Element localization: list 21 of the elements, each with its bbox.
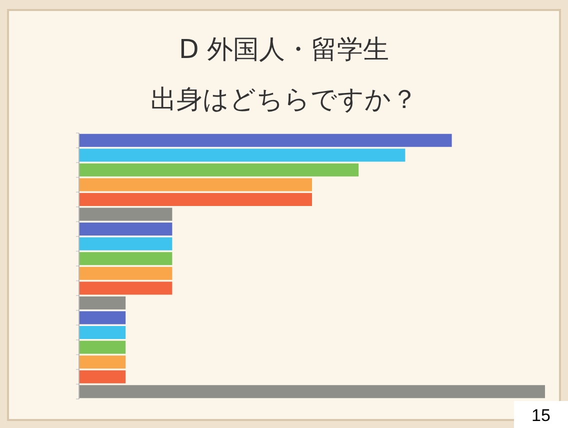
bar [79, 163, 359, 176]
bar [79, 237, 172, 250]
bar [79, 252, 172, 266]
bar [79, 296, 126, 310]
text: 15 [532, 406, 550, 425]
chart-subtitle: 出身はどちらですか？ [150, 85, 418, 115]
bar [79, 208, 172, 221]
bar [79, 148, 406, 162]
bar [79, 178, 312, 192]
chart-title: D 外国人・留学生 [178, 35, 390, 65]
bar [79, 340, 126, 354]
bar [79, 134, 452, 147]
bar [79, 222, 172, 236]
bar [79, 282, 172, 295]
bar [79, 385, 545, 398]
bar [79, 370, 126, 384]
bar [79, 356, 126, 369]
bar [79, 266, 172, 280]
bar [79, 193, 312, 206]
bar [79, 326, 126, 339]
bar [79, 311, 126, 324]
